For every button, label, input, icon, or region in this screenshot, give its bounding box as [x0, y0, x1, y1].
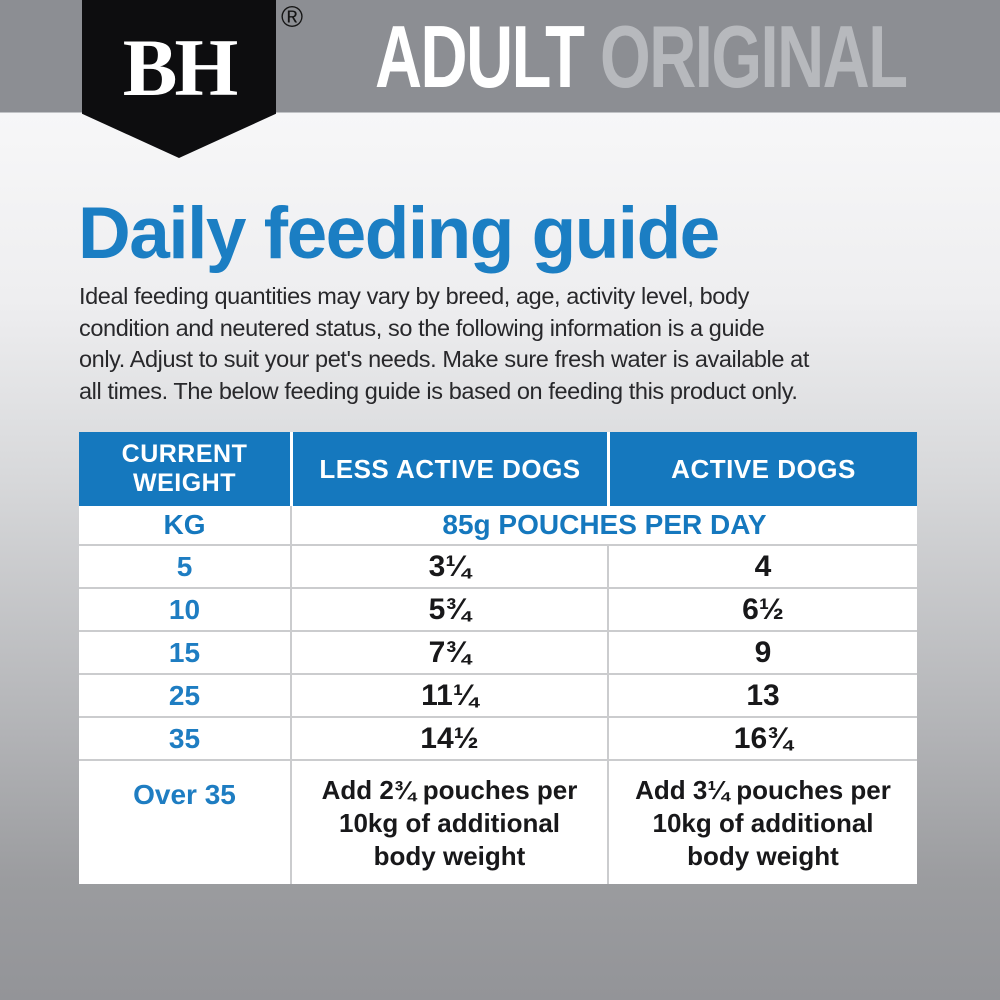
active-value: 4 — [607, 546, 917, 587]
active-value: 9 — [607, 632, 917, 673]
active-value: Add 3¼ pouches per 10kg of additional bo… — [607, 761, 917, 884]
product-title-secondary: ORIGINAL — [600, 7, 908, 106]
table-header-row: CURRENT WEIGHT LESS ACTIVE DOGS ACTIVE D… — [79, 432, 917, 506]
less-active-value: 3¼ — [290, 546, 607, 587]
less-active-value: 5¾ — [290, 589, 607, 630]
header-less-active-dogs: LESS ACTIVE DOGS — [290, 432, 607, 506]
table-row: 25 11¼ 13 — [79, 673, 917, 716]
less-active-value: 14½ — [290, 718, 607, 759]
table-row-over-35: Over 35 Add 2¾ pouches per 10kg of addit… — [79, 759, 917, 884]
product-title-primary: ADULT — [375, 7, 601, 106]
unit-serving: 85g POUCHES PER DAY — [290, 506, 917, 544]
active-value: 16¾ — [607, 718, 917, 759]
brand-logo: BH — [122, 22, 238, 113]
page-title: Daily feeding guide — [78, 193, 720, 274]
feeding-guide-table: CURRENT WEIGHT LESS ACTIVE DOGS ACTIVE D… — [79, 432, 917, 884]
less-active-value: 7¾ — [290, 632, 607, 673]
active-value: 6½ — [607, 589, 917, 630]
weight-value: Over 35 — [133, 779, 236, 810]
less-active-value: 11¼ — [290, 675, 607, 716]
brand-badge: BH — [82, 0, 276, 158]
active-value: 13 — [607, 675, 917, 716]
unit-row: KG 85g POUCHES PER DAY — [79, 506, 917, 544]
header-active-dogs: ACTIVE DOGS — [607, 432, 917, 506]
header-current-weight: CURRENT WEIGHT — [79, 432, 290, 506]
weight-value: 25 — [168, 680, 201, 711]
weight-value: 15 — [168, 637, 201, 668]
weight-value: 5 — [176, 551, 193, 582]
weight-value: 10 — [168, 594, 201, 625]
intro-paragraph: Ideal feeding quantities may vary by bre… — [79, 283, 809, 404]
registered-mark-icon: ® — [281, 1, 304, 34]
table-row: 5 3¼ 4 — [79, 544, 917, 587]
unit-weight: KG — [163, 509, 206, 540]
table-row: 35 14½ 16¾ — [79, 716, 917, 759]
table-row: 15 7¾ 9 — [79, 630, 917, 673]
product-title: ADULT ORIGINAL — [375, 0, 908, 112]
less-active-value: Add 2¾ pouches per 10kg of additional bo… — [290, 761, 607, 884]
weight-value: 35 — [168, 723, 201, 754]
table-row: 10 5¾ 6½ — [79, 587, 917, 630]
